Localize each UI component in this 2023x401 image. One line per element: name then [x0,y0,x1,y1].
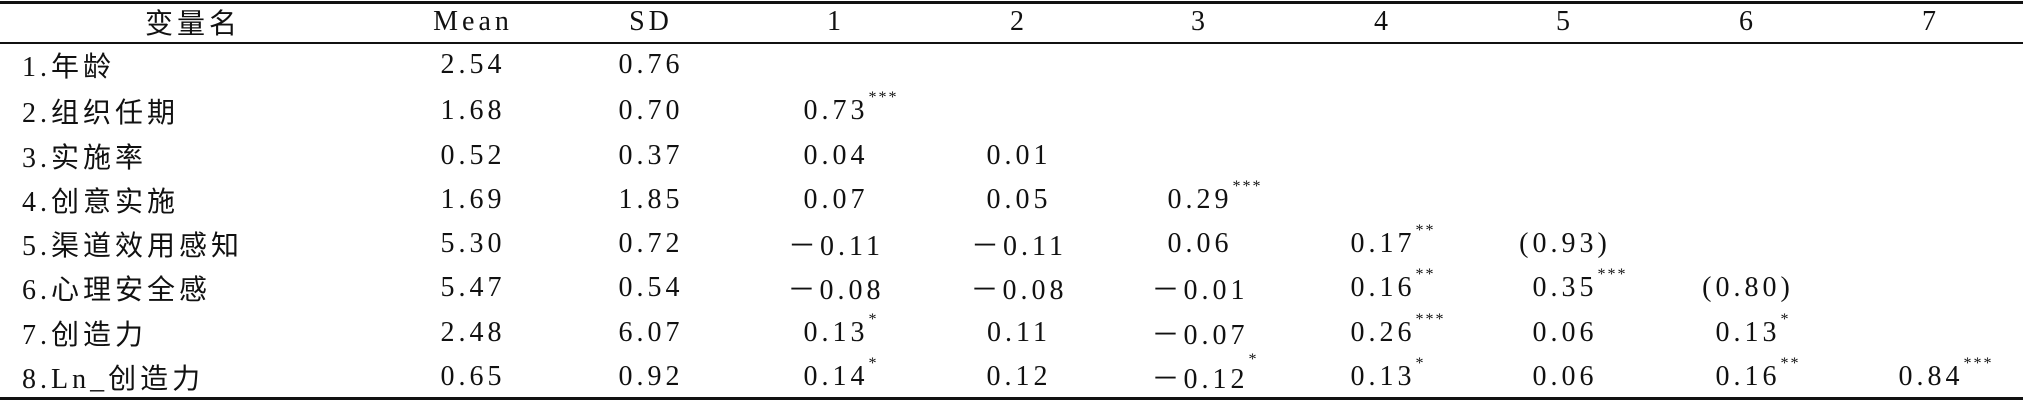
correlation-cell: 0.12 [986,361,1052,392]
correlation-cell: －0.07 [1151,320,1249,351]
mean-cell: 1.68 [440,95,506,126]
correlation-cell: 0.11 [987,317,1051,348]
row-label: 2.组织任期 [22,98,180,129]
correlation-cell: 0.06 [1167,228,1233,259]
correlation-cell: －0.12 * [1151,351,1259,395]
mean-cell: 0.52 [440,140,506,171]
header-cell: 6 [1739,6,1757,37]
row-label: 8.Ln_创造力 [22,364,205,395]
significance-mark: *** [1232,178,1263,195]
significance-mark: *** [1415,311,1446,328]
header-cell: 变量名 [144,9,242,40]
significance-mark: *** [1963,355,1994,372]
correlation-cell: 0.06 [1532,317,1598,348]
significance-mark: *** [868,89,899,106]
significance-mark: ** [1415,222,1436,239]
sd-cell: 0.92 [618,361,684,392]
sd-cell: 0.70 [618,95,684,126]
correlation-cell: 0.29 *** [1167,178,1263,215]
row-label: 3.实施率 [22,143,148,174]
correlation-cell: 0.73 *** [803,89,899,126]
correlation-cell: 0.26 *** [1350,311,1446,348]
bottom-rule [0,397,2023,400]
mean-cell: 2.54 [440,49,506,80]
correlation-cell: 0.14 * [803,355,879,392]
significance-mark: * [1780,311,1791,328]
significance-mark: * [1415,355,1426,372]
correlation-cell: 0.07 [803,184,869,215]
correlation-cell: (0.80) [1702,272,1794,303]
correlation-cell: 0.35 *** [1532,266,1628,303]
mean-cell: 5.30 [440,228,506,259]
correlation-cell: －0.08 [787,275,885,306]
sd-cell: 1.85 [618,184,684,215]
correlation-cell: 0.16 ** [1715,355,1801,392]
correlation-cell: 0.01 [986,140,1052,171]
top-rule [0,1,2023,4]
correlation-cell: －0.08 [970,275,1068,306]
correlation-cell: －0.01 [1151,275,1249,306]
row-label: 7.创造力 [22,320,148,351]
row-label: 5.渠道效用感知 [22,231,244,262]
header-cell: 4 [1374,6,1392,37]
header-cell: SD [629,6,673,37]
header-cell: 5 [1556,6,1574,37]
significance-mark: ** [1780,355,1801,372]
correlation-cell: 0.84 *** [1898,355,1994,392]
significance-mark: ** [1415,266,1436,283]
sd-cell: 0.37 [618,140,684,171]
header-rule [0,42,2023,44]
header-cell: 1 [827,6,845,37]
significance-mark: * [868,311,879,328]
significance-mark: * [1248,351,1259,368]
correlation-cell: 0.17 ** [1350,222,1436,259]
correlation-cell: －0.11 [788,231,884,262]
header-cell: Mean [433,6,513,37]
sd-cell: 0.76 [618,49,684,80]
row-label: 4.创意实施 [22,187,180,218]
correlation-cell: 0.13 * [803,311,879,348]
significance-mark: *** [1597,266,1628,283]
header-cell: 7 [1922,6,1940,37]
sd-cell: 6.07 [618,317,684,348]
mean-cell: 2.48 [440,317,506,348]
correlation-cell: 0.04 [803,140,869,171]
mean-cell: 5.47 [440,272,506,303]
row-label: 6.心理安全感 [22,275,212,306]
header-cell: 3 [1191,6,1209,37]
sd-cell: 0.72 [618,228,684,259]
correlation-cell: －0.11 [971,231,1067,262]
header-cell: 2 [1010,6,1028,37]
correlation-cell: (0.93) [1519,228,1611,259]
correlation-cell: 0.16 ** [1350,266,1436,303]
sd-cell: 0.54 [618,272,684,303]
correlation-cell: 0.05 [986,184,1052,215]
mean-cell: 0.65 [440,361,506,392]
correlation-cell: 0.13 * [1715,311,1791,348]
correlation-cell: 0.06 [1532,361,1598,392]
mean-cell: 1.69 [440,184,506,215]
correlation-cell: 0.13 * [1350,355,1426,392]
significance-mark: * [868,355,879,372]
row-label: 1.年龄 [22,52,116,83]
